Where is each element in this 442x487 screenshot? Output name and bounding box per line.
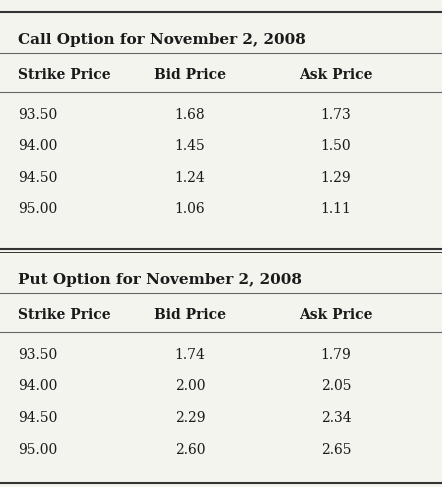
Text: 2.00: 2.00 <box>175 379 206 393</box>
Text: Ask Price: Ask Price <box>299 68 373 82</box>
Text: 1.06: 1.06 <box>175 202 206 216</box>
Text: 93.50: 93.50 <box>18 108 57 122</box>
Text: Put Option for November 2, 2008: Put Option for November 2, 2008 <box>18 273 302 287</box>
Text: 1.29: 1.29 <box>320 170 351 185</box>
Text: 94.50: 94.50 <box>18 170 57 185</box>
Text: 95.00: 95.00 <box>18 202 57 216</box>
Text: 2.60: 2.60 <box>175 443 206 456</box>
Text: 2.34: 2.34 <box>320 411 351 425</box>
Text: 94.50: 94.50 <box>18 411 57 425</box>
Text: 1.74: 1.74 <box>175 348 206 362</box>
Text: 95.00: 95.00 <box>18 443 57 456</box>
Text: 1.50: 1.50 <box>320 139 351 153</box>
Text: 2.65: 2.65 <box>320 443 351 456</box>
Text: 1.45: 1.45 <box>175 139 206 153</box>
Text: 94.00: 94.00 <box>18 139 57 153</box>
Text: 2.29: 2.29 <box>175 411 206 425</box>
Text: Bid Price: Bid Price <box>154 308 226 322</box>
Text: 1.11: 1.11 <box>320 202 351 216</box>
Text: Strike Price: Strike Price <box>18 308 110 322</box>
Text: Strike Price: Strike Price <box>18 68 110 82</box>
Text: Ask Price: Ask Price <box>299 308 373 322</box>
Text: Call Option for November 2, 2008: Call Option for November 2, 2008 <box>18 33 305 47</box>
Text: 93.50: 93.50 <box>18 348 57 362</box>
Text: Bid Price: Bid Price <box>154 68 226 82</box>
Text: 1.79: 1.79 <box>320 348 351 362</box>
Text: 94.00: 94.00 <box>18 379 57 393</box>
Text: 1.24: 1.24 <box>175 170 206 185</box>
Text: 1.68: 1.68 <box>175 108 206 122</box>
Text: 1.73: 1.73 <box>320 108 351 122</box>
Text: 2.05: 2.05 <box>320 379 351 393</box>
